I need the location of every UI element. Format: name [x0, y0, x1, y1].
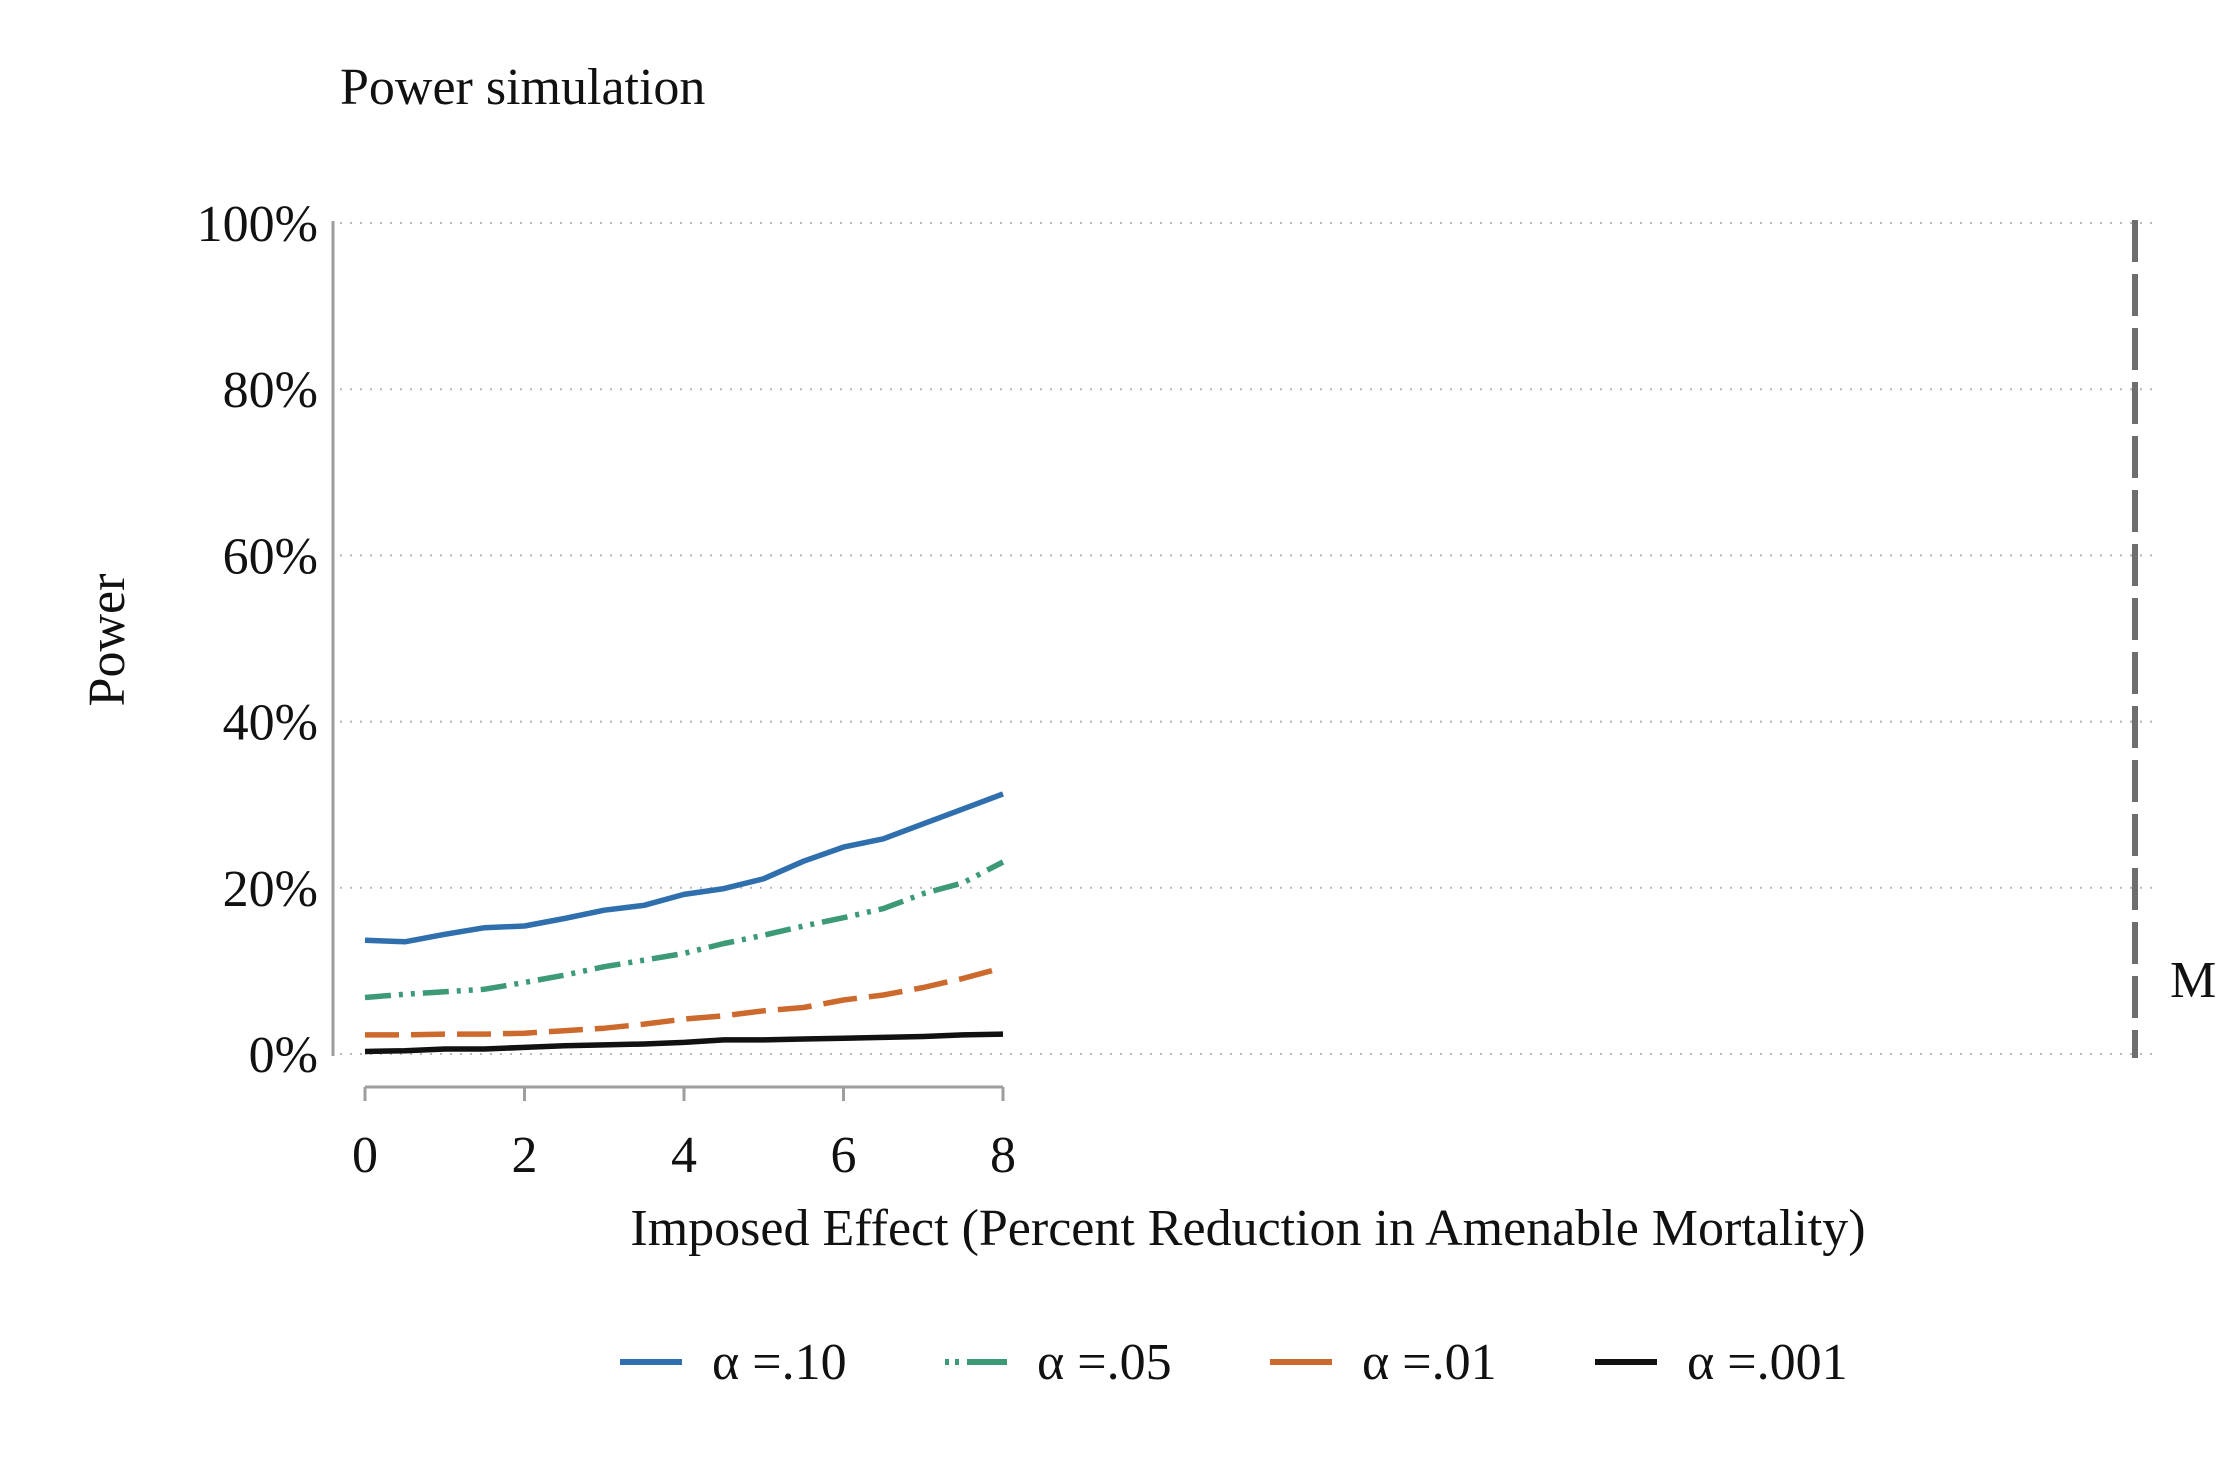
series-line-0: [364, 791, 1004, 945]
x-tick-label: 6: [831, 1127, 857, 1184]
x-tick-label: 8: [990, 1127, 1016, 1184]
x-axis-ticks: 0 2 4 6 8: [352, 1087, 1016, 1184]
legend-label-2: α =.01: [1362, 1334, 1497, 1391]
y-tick-label: 100%: [197, 196, 318, 253]
reference-line: M: [2132, 220, 2216, 1058]
y-tick-label: 20%: [223, 861, 318, 918]
x-tick-label: 2: [512, 1127, 538, 1184]
legend-label-3: α =.001: [1687, 1334, 1848, 1391]
x-tick-label: 4: [671, 1127, 697, 1184]
y-tick-label: 60%: [223, 528, 318, 585]
series-line-2: [365, 964, 1004, 1038]
x-tick-label: 0: [352, 1127, 378, 1184]
series-line-1: [364, 859, 1005, 1001]
y-axis-label: Power: [79, 574, 136, 707]
x-axis-label: Imposed Effect (Percent Reduction in Ame…: [630, 1200, 1865, 1257]
y-axis-ticks: 0% 20% 40% 60% 80% 100%: [197, 196, 318, 1084]
grid-lines: [340, 222, 2160, 1055]
reference-line-label: M: [2170, 952, 2216, 1009]
y-tick-label: 80%: [223, 362, 318, 419]
y-tick-label: 0%: [249, 1027, 318, 1084]
legend-label-0: α =.10: [712, 1334, 847, 1391]
series-line-3: [364, 1031, 1004, 1055]
series-lines: [364, 791, 1005, 1055]
y-tick-label: 40%: [223, 695, 318, 752]
chart-title: Power simulation: [340, 59, 705, 116]
legend-label-1: α =.05: [1037, 1334, 1172, 1391]
legend: α =.10 α =.05 α =.01 α =.001: [620, 1334, 1848, 1391]
